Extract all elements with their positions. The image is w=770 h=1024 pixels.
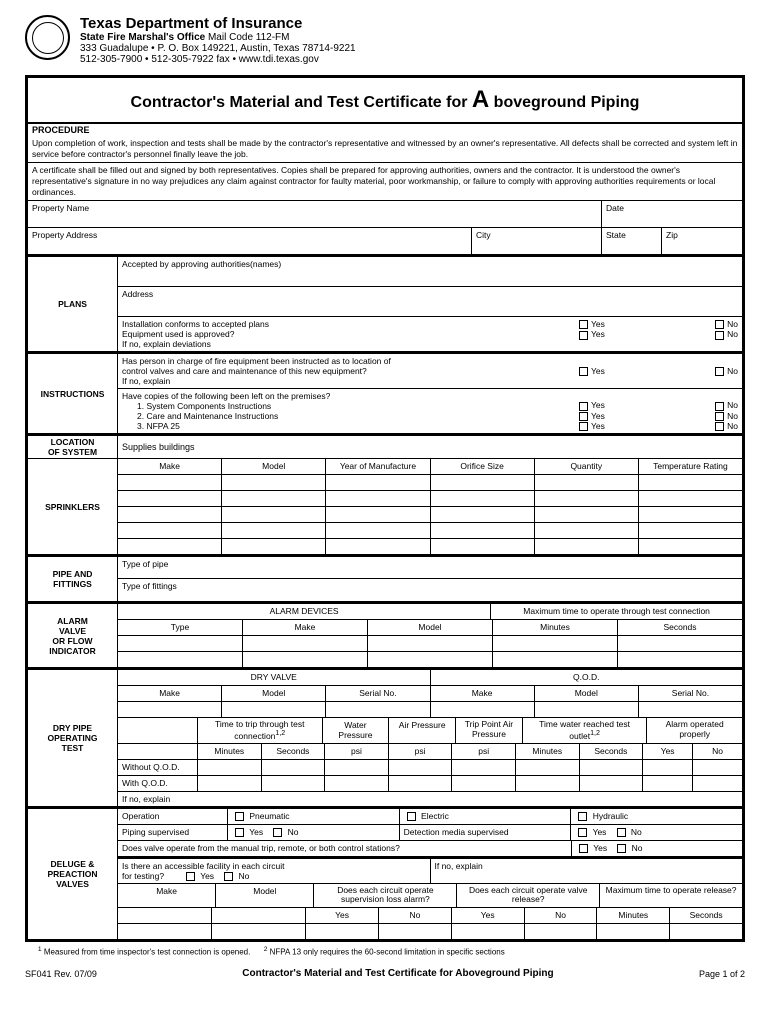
copies1-yes-checkbox[interactable] [579, 402, 588, 411]
accessible-yes-checkbox[interactable] [186, 872, 195, 881]
conforms-yes-checkbox[interactable] [579, 320, 588, 329]
detection-no-checkbox[interactable] [617, 828, 626, 837]
procedure-text-1: Upon completion of work, inspection and … [28, 136, 742, 162]
footer-title: Contractor's Material and Test Certifica… [242, 968, 553, 979]
property-address-field[interactable]: Property Address [28, 228, 472, 254]
copies1-no-checkbox[interactable] [715, 402, 724, 411]
conforms-no-checkbox[interactable] [715, 320, 724, 329]
equipment-yes-checkbox[interactable] [579, 331, 588, 340]
city-field[interactable]: City [472, 228, 602, 254]
plans-label: PLANS [28, 257, 118, 351]
type-pipe-field[interactable]: Type of pipe [118, 557, 742, 578]
deluge-explain-field[interactable]: If no, explain [431, 859, 743, 883]
copies3-yes-checkbox[interactable] [579, 422, 588, 431]
instructed-yes-checkbox[interactable] [579, 367, 588, 376]
drypipe-explain-field[interactable]: If no, explain [118, 792, 742, 806]
property-name-row: Property Name Date [28, 200, 742, 227]
state-seal-icon [25, 15, 70, 60]
copies2-no-checkbox[interactable] [715, 412, 724, 421]
location-section: LOCATIONOF SYSTEM Supplies buildings [28, 433, 742, 458]
manual-no-checkbox[interactable] [617, 844, 626, 853]
drypipe-section: DRY PIPEOPERATINGTEST DRY VALVE Q.O.D. M… [28, 667, 742, 806]
deluge-section: DELUGE &PREACTIONVALVES Operation Pneuma… [28, 806, 742, 939]
zip-field[interactable]: Zip [662, 228, 742, 254]
procedure-text-2: A certificate shall be filled out and si… [28, 162, 742, 200]
procedure-label: PROCEDURE [28, 124, 742, 136]
instructed-no-checkbox[interactable] [715, 367, 724, 376]
electric-checkbox[interactable] [407, 812, 416, 821]
document-header: Texas Department of Insurance State Fire… [25, 15, 745, 65]
hydraulic-checkbox[interactable] [578, 812, 587, 821]
pipe-label: PIPE ANDFITTINGS [28, 557, 118, 601]
address-line: 333 Guadalupe • P. O. Box 149221, Austin… [80, 43, 745, 54]
alarm-label: ALARMVALVEOR FLOWINDICATOR [28, 604, 118, 667]
accessible-no-checkbox[interactable] [224, 872, 233, 881]
copies2-yes-checkbox[interactable] [579, 412, 588, 421]
equipment-no-checkbox[interactable] [715, 331, 724, 340]
deluge-label: DELUGE &PREACTIONVALVES [28, 809, 118, 939]
type-fittings-field[interactable]: Type of fittings [118, 579, 742, 601]
instructions-section: INSTRUCTIONS Has person in charge of fir… [28, 351, 742, 433]
office-name: State Fire Marshal's Office [80, 32, 205, 43]
sprinklers-label: SPRINKLERS [28, 459, 118, 554]
property-address-row: Property Address City State Zip [28, 227, 742, 254]
mail-code: Mail Code 112-FM [205, 32, 289, 43]
form-revision: SF041 Rev. 07/09 [25, 969, 97, 979]
manual-yes-checkbox[interactable] [579, 844, 588, 853]
form-container: Contractor's Material and Test Certifica… [25, 75, 745, 942]
date-field[interactable]: Date [602, 201, 742, 227]
form-title: Contractor's Material and Test Certifica… [28, 78, 742, 124]
accepted-field[interactable]: Accepted by approving authorities(names) [118, 257, 742, 286]
detection-yes-checkbox[interactable] [578, 828, 587, 837]
state-field[interactable]: State [602, 228, 662, 254]
property-name-field[interactable]: Property Name [28, 201, 602, 227]
alarm-section: ALARMVALVEOR FLOWINDICATOR ALARM DEVICES… [28, 601, 742, 667]
pipe-section: PIPE ANDFITTINGS Type of pipe Type of fi… [28, 554, 742, 601]
plans-section: PLANS Accepted by approving authorities(… [28, 254, 742, 351]
plans-address-field[interactable]: Address [118, 287, 742, 316]
department-name: Texas Department of Insurance [80, 15, 745, 32]
page-footer: SF041 Rev. 07/09 Contractor's Material a… [25, 960, 745, 979]
drypipe-label: DRY PIPEOPERATINGTEST [28, 670, 118, 806]
instructions-label: INSTRUCTIONS [28, 354, 118, 433]
piping-no-checkbox[interactable] [273, 828, 282, 837]
supplies-field[interactable]: Supplies buildings [118, 436, 742, 458]
footnotes: 1 Measured from time inspector's test co… [25, 942, 745, 961]
piping-yes-checkbox[interactable] [235, 828, 244, 837]
pneumatic-checkbox[interactable] [235, 812, 244, 821]
sprinklers-section: SPRINKLERS Make Model Year of Manufactur… [28, 458, 742, 554]
phone-line: 512-305-7900 • 512-305-7922 fax • www.td… [80, 54, 745, 65]
page-number: Page 1 of 2 [699, 969, 745, 979]
copies3-no-checkbox[interactable] [715, 422, 724, 431]
location-label: LOCATIONOF SYSTEM [28, 436, 118, 458]
